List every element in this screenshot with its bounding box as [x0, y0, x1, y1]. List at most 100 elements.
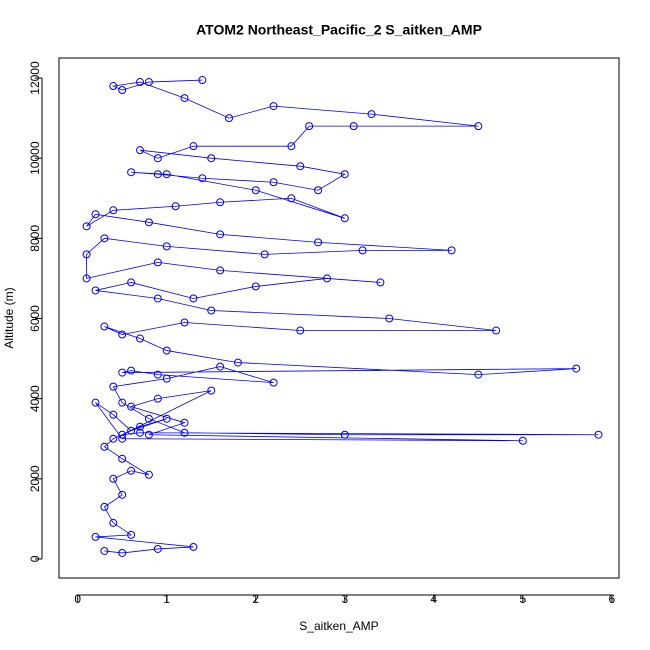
data-point: [82, 274, 91, 283]
y-tick-label: 2000: [28, 465, 42, 492]
data-point: [216, 362, 225, 371]
data-point: [127, 168, 136, 177]
data-point: [118, 434, 127, 443]
x-tick-label: 6: [609, 592, 616, 606]
data-point: [91, 210, 100, 219]
data-point: [216, 230, 225, 239]
data-point: [136, 78, 145, 87]
data-point: [314, 238, 323, 247]
x-tick-label: 5: [520, 592, 527, 606]
x-tick-label: 0: [74, 592, 81, 606]
data-point: [474, 122, 483, 131]
data-point: [207, 154, 216, 163]
data-point: [367, 110, 376, 119]
y-tick-label: 8000: [28, 225, 42, 252]
data-point: [572, 364, 581, 373]
data-point: [91, 532, 100, 541]
data-point: [180, 418, 189, 427]
data-point: [153, 294, 162, 303]
data-point: [127, 402, 136, 411]
y-tick-label: 12000: [28, 61, 42, 95]
data-point: [287, 142, 296, 151]
data-point: [144, 470, 153, 479]
data-point: [189, 142, 198, 151]
y-axis-label: Altitude (m): [2, 287, 16, 348]
data-point: [82, 222, 91, 231]
data-point: [322, 274, 331, 283]
data-point: [251, 186, 260, 195]
data-point: [180, 318, 189, 327]
y-tick-label: 10000: [28, 141, 42, 175]
data-point: [376, 278, 385, 287]
y-tick-label: 6000: [28, 305, 42, 332]
data-point: [162, 374, 171, 383]
data-point: [127, 466, 136, 475]
data-point: [207, 306, 216, 315]
data-point: [180, 94, 189, 103]
data-point: [136, 146, 145, 155]
data-point: [447, 246, 456, 255]
data-point: [118, 490, 127, 499]
data-point: [100, 442, 109, 451]
data-point: [233, 358, 242, 367]
data-point: [171, 202, 180, 211]
data-point: [127, 278, 136, 287]
data-point: [358, 246, 367, 255]
data-point: [144, 218, 153, 227]
data-point: [118, 454, 127, 463]
data-point: [198, 76, 207, 85]
data-point: [136, 422, 145, 431]
data-point: [518, 436, 527, 445]
data-point: [118, 548, 127, 557]
data-point: [594, 430, 603, 439]
data-point: [100, 546, 109, 555]
data-point: [118, 86, 127, 95]
data-point: [100, 322, 109, 331]
data-point: [269, 178, 278, 187]
data-point: [349, 122, 358, 131]
y-tick-label: 4000: [28, 385, 42, 412]
data-point: [118, 430, 127, 439]
x-axis-label: S_aitken_AMP: [299, 619, 378, 633]
data-point: [144, 78, 153, 87]
data-point: [162, 242, 171, 251]
data-point: [340, 214, 349, 223]
data-point: [136, 428, 145, 437]
data-point: [296, 162, 305, 171]
data-point: [162, 170, 171, 179]
data-point: [153, 394, 162, 403]
data-point: [305, 122, 314, 131]
data-point: [153, 370, 162, 379]
data-point: [144, 430, 153, 439]
data-point: [127, 366, 136, 375]
data-point: [269, 378, 278, 387]
data-point: [109, 434, 118, 443]
data-point: [109, 518, 118, 527]
chart-title: ATOM2 Northeast_Pacific_2 S_aitken_AMP: [196, 22, 482, 38]
data-point: [127, 426, 136, 435]
data-point: [287, 194, 296, 203]
data-point: [109, 474, 118, 483]
data-point: [153, 170, 162, 179]
data-point: [260, 250, 269, 259]
data-point: [118, 398, 127, 407]
data-point: [251, 282, 260, 291]
data-point: [153, 258, 162, 267]
data-point: [91, 286, 100, 295]
data-point: [474, 370, 483, 379]
data-point: [207, 386, 216, 395]
data-point: [100, 234, 109, 243]
x-tick-label: 1: [163, 592, 170, 606]
data-point: [340, 430, 349, 439]
data-point: [109, 410, 118, 419]
data-point: [189, 542, 198, 551]
data-point: [216, 266, 225, 275]
data-point: [91, 398, 100, 407]
data-point: [153, 154, 162, 163]
data-point: [109, 206, 118, 215]
data-point: [180, 428, 189, 437]
x-tick-label: 2: [252, 592, 259, 606]
data-point: [225, 114, 234, 123]
